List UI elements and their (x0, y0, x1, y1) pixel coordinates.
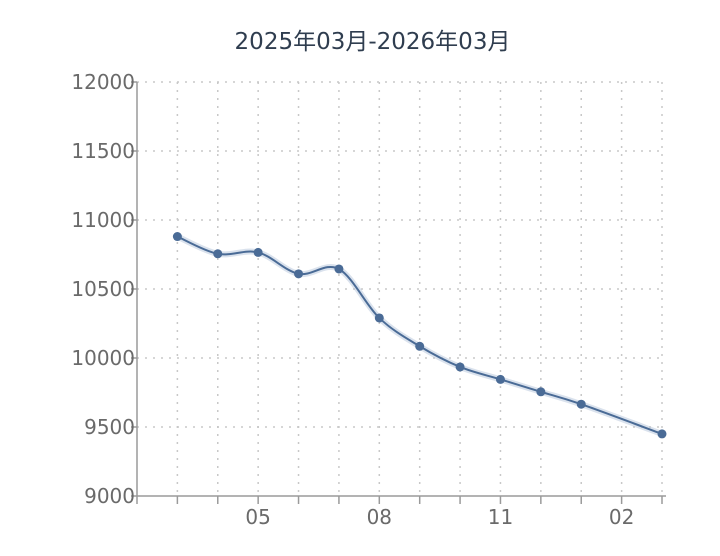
data-point (294, 269, 304, 279)
data-point (374, 313, 384, 323)
data-point (657, 429, 667, 439)
data-point (576, 399, 586, 409)
y-tick-label: 9000 (84, 484, 135, 508)
data-point (334, 264, 344, 274)
y-tick-label: 10000 (71, 346, 135, 370)
x-tick-label: 02 (609, 505, 634, 529)
y-tick-label: 12000 (71, 70, 135, 94)
grid-lines (137, 81, 663, 496)
y-tick-label: 10500 (71, 277, 135, 301)
data-point (455, 362, 465, 372)
y-tick-label: 9500 (84, 415, 135, 439)
axes (131, 81, 666, 504)
x-tick-label: 11 (488, 505, 513, 529)
data-point (172, 232, 182, 242)
x-tick-label: 05 (245, 505, 270, 529)
y-tick-label: 11500 (71, 139, 135, 163)
data-point (495, 374, 505, 384)
series-layer (172, 232, 667, 439)
data-point (415, 341, 425, 351)
tick-labels: 9000 9500 10000 10500 11000 11500 12000 05 08 11 0… (71, 70, 634, 529)
data-point (213, 249, 223, 259)
data-point (253, 247, 263, 257)
x-tick-label: 08 (367, 505, 392, 529)
chart-title: 2025年03月-2026年03月 (234, 29, 511, 55)
data-point (536, 387, 546, 397)
y-tick-label: 11000 (71, 208, 135, 232)
